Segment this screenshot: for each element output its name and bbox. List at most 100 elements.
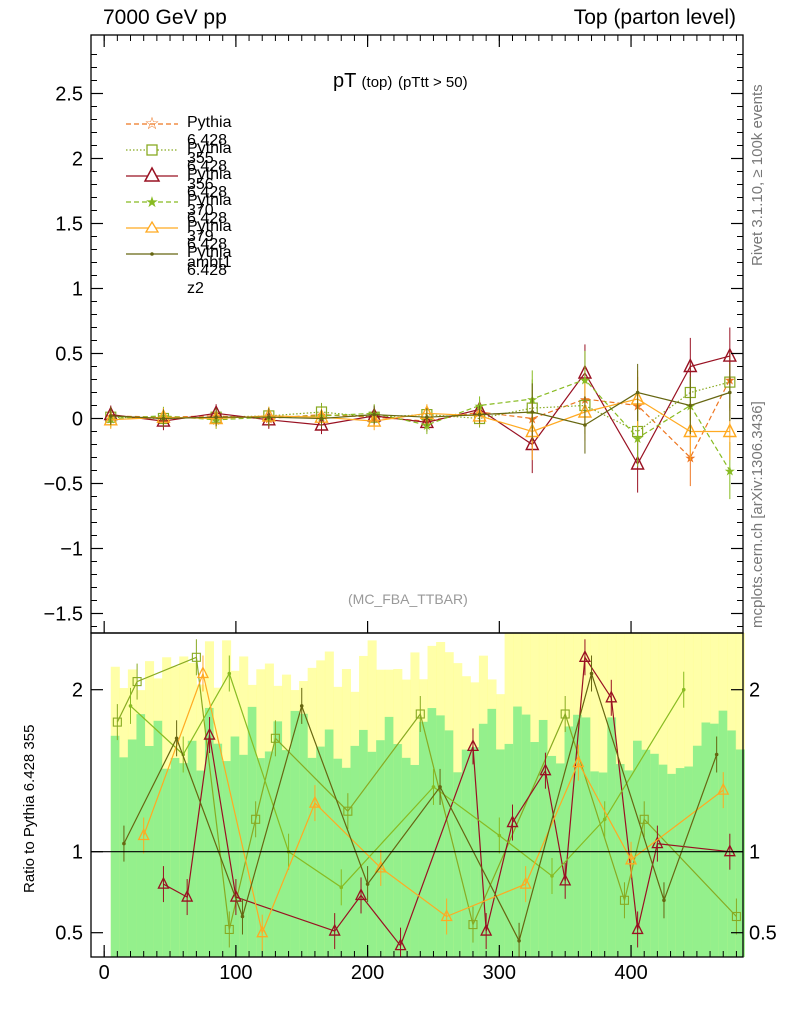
ratio-band-green [170, 757, 180, 957]
ratio-point-dot [431, 785, 436, 789]
legend-marker-z2 [126, 252, 178, 256]
ratio-band-green [333, 758, 343, 957]
main-point-dot [635, 390, 640, 395]
ratio-point-dot [681, 687, 686, 692]
collision-energy-label: 7000 GeV pp [103, 6, 227, 29]
ratio-point-square [468, 920, 478, 930]
ratio-point-square [415, 709, 425, 719]
legend-label-z2: Pythia 6.428 z2 [187, 244, 232, 297]
main-point-dot [267, 415, 271, 420]
ratio-point-triangle [229, 889, 242, 902]
ratio-point-triangle [196, 666, 210, 679]
x-tick-label: 200 [351, 962, 384, 984]
ratio-point-dot [602, 817, 607, 822]
x-tick-label: 400 [614, 962, 647, 984]
plot-title-sub2: (pTtt > 50) [397, 74, 468, 91]
main-point-dot [425, 415, 429, 420]
main-series-group: ★★★★★★★★★★★★★★★★★★★★★★★★★★ [103, 327, 737, 500]
main-y-tick-label: −0.5 [44, 474, 83, 496]
ratio-band-green [239, 754, 249, 957]
legend-label-379: Pythia 6.428 379 [187, 192, 232, 245]
ratio-band-green [393, 744, 403, 957]
ratio-band-green [504, 743, 514, 957]
ratio-point-triangle [308, 795, 321, 808]
ratio-point-square [191, 652, 201, 662]
ratio-point-dot [497, 833, 502, 838]
ratio-band-green [281, 750, 292, 957]
analysis-watermark: (MC_FBA_TTBAR) [348, 591, 468, 607]
ratio-point-square [224, 924, 234, 935]
main-point-triangle [314, 416, 329, 431]
main-point-star: ★ [724, 465, 736, 480]
ratio-point-triangle [605, 690, 618, 703]
ratio-point-triangle [480, 923, 493, 936]
ratio-band-green [401, 757, 411, 957]
ratio-band-green [418, 721, 429, 957]
ratio-band-green [547, 755, 557, 957]
ratio-point-triangle [651, 836, 664, 849]
ratio-point-triangle [203, 727, 216, 740]
main-point-dot [161, 416, 166, 421]
ratio-band-green [590, 771, 600, 957]
main-point-dot [530, 410, 535, 414]
main-point-triangle [630, 455, 645, 470]
ratio-band-green [496, 749, 506, 957]
ratio-point-dot [550, 874, 554, 878]
ratio-band-green [710, 723, 720, 957]
ratio-point-dot [240, 914, 245, 919]
ratio-band-green [341, 767, 351, 957]
ratio-point-triangle [466, 738, 480, 752]
ratio-band-green [162, 768, 172, 957]
ratio-point-triangle [181, 889, 194, 902]
legend-label-370: Pythia 6.428 370 [187, 166, 232, 219]
legend-marker-355: ☆ [126, 114, 178, 134]
ratio-band-green [204, 707, 214, 957]
main-point-triangle [722, 422, 737, 438]
ratio-band-green [290, 710, 300, 957]
svg-text:☆: ☆ [144, 114, 159, 134]
legend-label-356: Pythia 6.428 356 [187, 140, 232, 193]
x-tick-label: 0 [99, 962, 110, 984]
rivet-version-label: Rivet 3.1.10, ≥ 100k events [749, 84, 766, 266]
ratio-band-green [264, 751, 274, 957]
ratio-point-triangle [440, 909, 453, 922]
ratio-point-triangle [157, 876, 170, 889]
ratio-band-green [230, 736, 240, 957]
process-label: Top (parton level) [573, 6, 736, 29]
ratio-band-green [222, 761, 232, 957]
ratio-band-green [110, 735, 120, 957]
legend-label-355: Pythia 6.428 355 [187, 114, 232, 167]
main-y-tick-label: −1.5 [44, 604, 83, 626]
ratio-band-green [701, 722, 711, 957]
ratio-band-green [187, 740, 197, 957]
ratio-point-square [619, 895, 630, 905]
ratio-point-square [270, 733, 280, 743]
ratio-band-green [581, 717, 591, 957]
ratio-point-square [560, 709, 570, 719]
ratio-band-green [513, 706, 523, 957]
main-point-triangle [367, 412, 382, 427]
legend-marker-370 [126, 166, 178, 182]
ratio-band-green [153, 720, 163, 957]
main-point-triangle [722, 347, 737, 362]
ratio-point-triangle [624, 852, 638, 865]
ratio-series-line-2 [130, 672, 685, 889]
plot-title: pT (top) (pTtt > 50) [333, 70, 468, 93]
ratio-point-triangle [631, 922, 644, 935]
main-y-tick-label: 2.5 [55, 84, 83, 106]
ratio-point-triangle [578, 649, 591, 662]
x-tick-label: 100 [219, 962, 252, 984]
legend-marker-356 [126, 144, 178, 156]
ratio-point-square [251, 814, 261, 824]
ratio-point-triangle [519, 876, 532, 889]
ratio-point-square [343, 806, 353, 816]
ratio-band-green [299, 713, 309, 957]
ratio-band-green [444, 730, 454, 957]
main-point-triangle [683, 422, 698, 438]
ratio-band-green [384, 716, 394, 957]
ratio-band-green [461, 749, 471, 957]
legend-marker-ambt1 [126, 220, 178, 233]
ratio-point-dot [174, 736, 179, 741]
ratio-band-green [573, 714, 583, 957]
